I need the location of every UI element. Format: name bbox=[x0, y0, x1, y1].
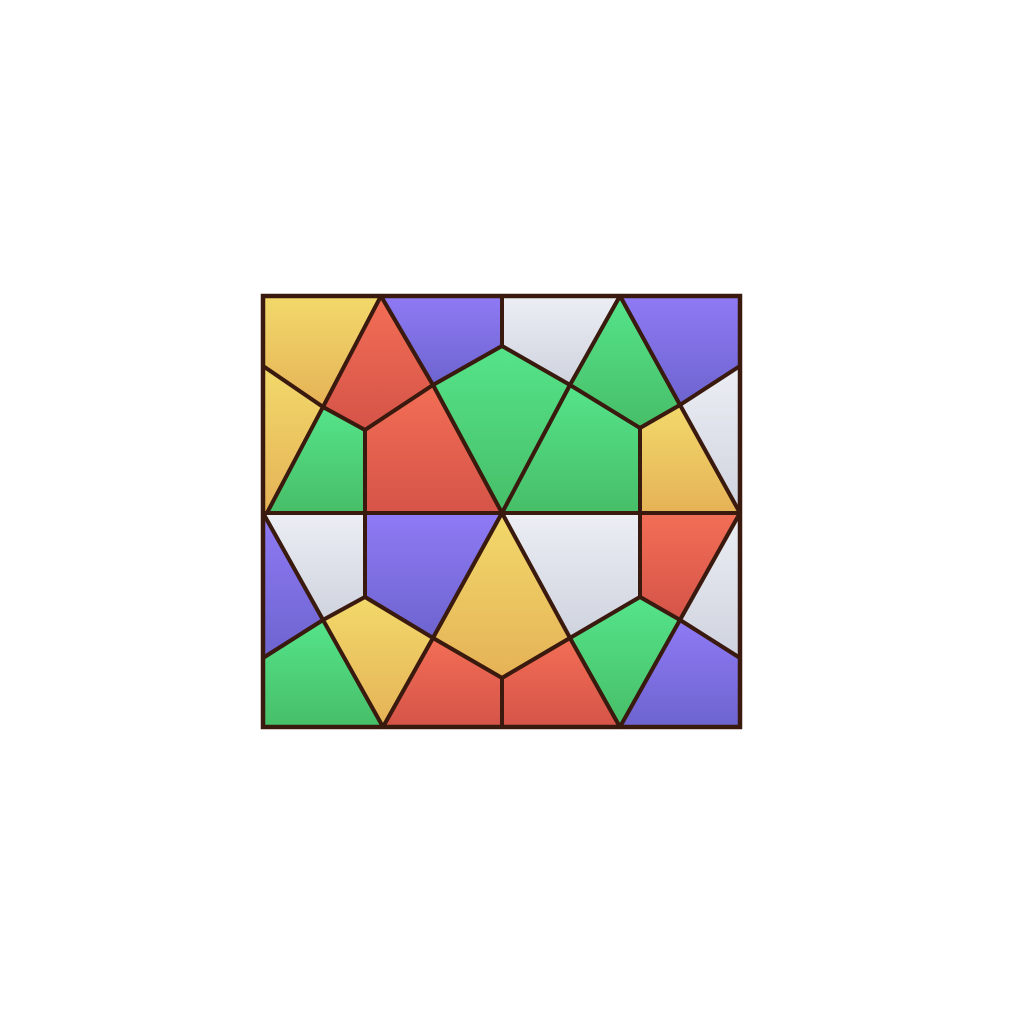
board-frame bbox=[260, 293, 743, 730]
tiles-layer bbox=[261, 294, 742, 729]
